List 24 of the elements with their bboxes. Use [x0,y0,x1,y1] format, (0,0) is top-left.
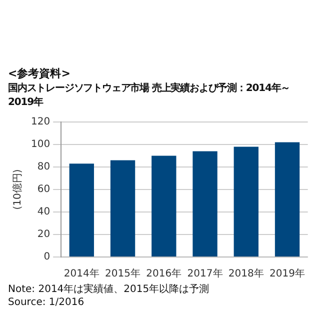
text: Note: 2014年は実績値、2015年以降は予測 [8,283,210,296]
bar [152,156,176,256]
x-tick-label: 2015年 [105,268,140,280]
bar [192,151,218,256]
x-tick-label: 2019年 [270,268,305,280]
y-tick-label: 40 [37,206,50,218]
y-tick-label: 120 [30,116,50,128]
y-tick-label: 80 [37,162,50,173]
bar [69,164,94,256]
x-tick-label: 2014年 [64,268,100,280]
bar [234,146,258,256]
y-axis-title: (10億円) [12,169,24,210]
source-note: Source: 1/2016 [8,296,86,309]
y-tick-label: 100 [30,139,50,150]
y-tick-label: 0 [44,252,50,263]
x-tick-label: 2017年 [187,268,223,280]
x-tick-label: 2016年 [146,268,182,280]
chart-subtitle: 国内ストレージソフトウェア市場 売上実績および予測：2014年～2019年 [8,81,292,109]
bar [274,142,300,256]
x-tick-label: 2018年 [228,268,264,280]
y-tick-label: 60 [37,184,50,196]
bar [110,160,136,256]
y-tick-label: 20 [37,229,50,240]
chart-title: <参考資料> [8,66,72,81]
